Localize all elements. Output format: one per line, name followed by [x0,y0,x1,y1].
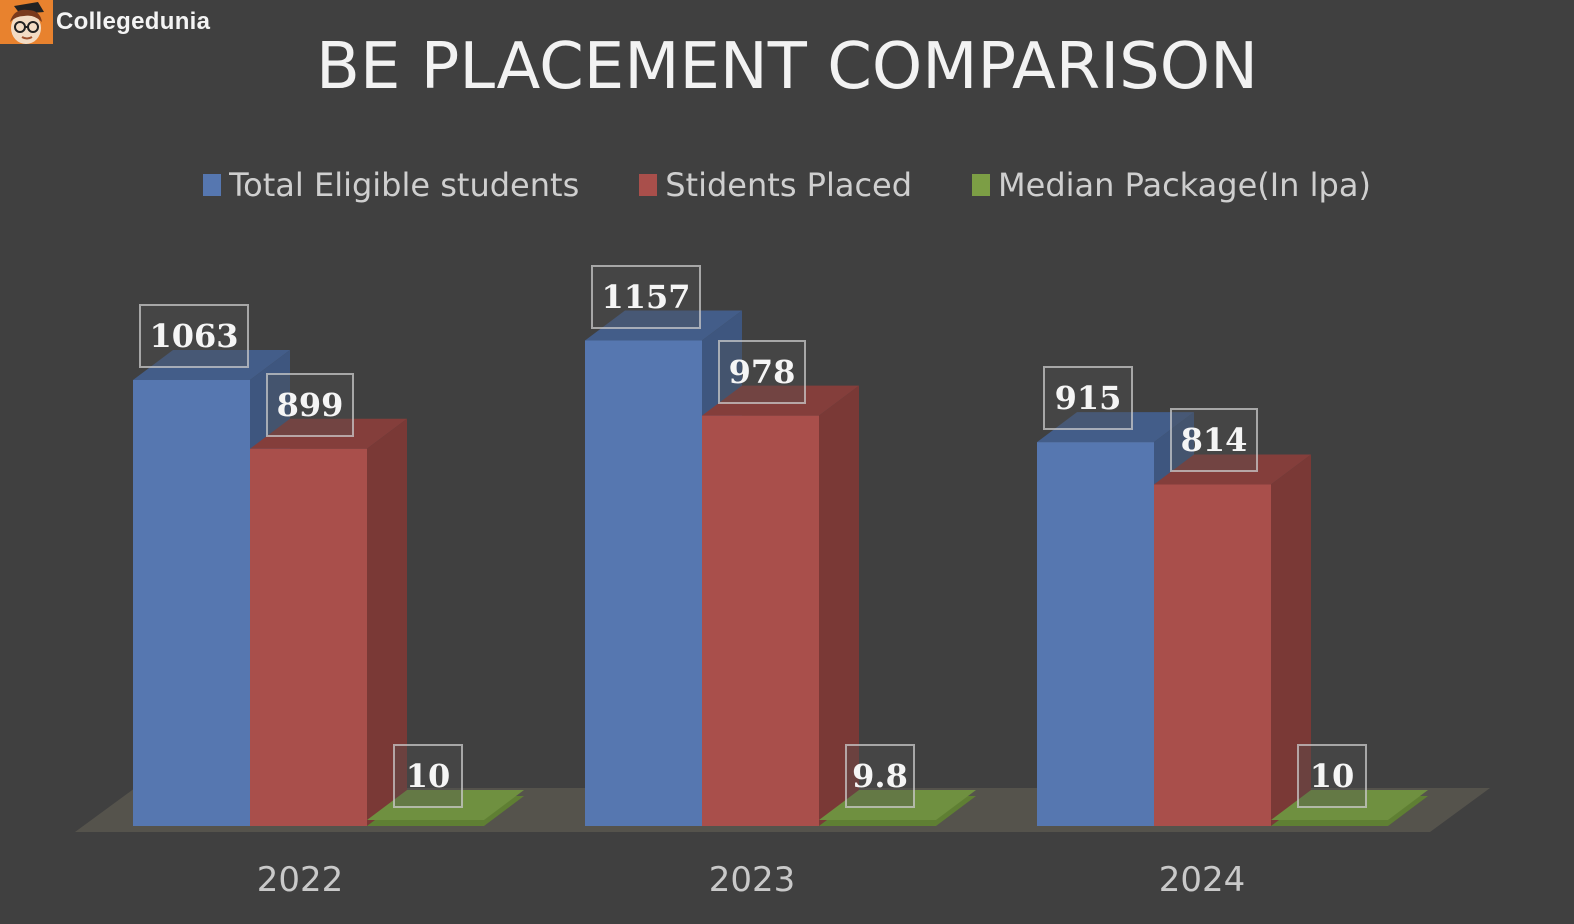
bar-eligible-2023 [585,340,702,826]
x-axis-label-2024: 2024 [1158,860,1246,900]
legend-item-eligible: Total Eligible students [203,166,579,204]
legend-swatch-green [972,174,991,196]
chart-legend: Total Eligible students Stidents Placed … [0,166,1574,204]
data-label: 9.8 [845,744,915,808]
bar-eligible-2022 [133,380,250,826]
legend-label: Total Eligible students [229,166,580,204]
x-axis-label-2022: 2022 [256,860,344,900]
chart-floor [75,788,1490,832]
mascot-icon [0,0,53,44]
legend-label: Median Package(In lpa) [998,166,1371,204]
legend-item-median: Median Package(In lpa) [972,166,1371,204]
brand-name: Collegedunia [56,8,211,35]
x-axis-label-2023: 2023 [708,860,796,900]
data-label: 10 [393,744,463,808]
legend-swatch-blue [203,174,222,196]
data-label: 1157 [591,264,701,329]
legend-item-placed: Stidents Placed [639,166,912,204]
bar-placed-2024 [1154,484,1271,826]
data-label: 915 [1043,366,1133,431]
brand-logo: Collegedunia [0,0,210,44]
data-label: 899 [266,372,354,437]
bar-placed-2023 [702,415,819,826]
chart-title: BE PLACEMENT COMPARISON [316,30,1258,104]
data-label: 10 [1297,744,1367,808]
data-label: 814 [1170,408,1258,473]
bar-eligible-2024 [1037,442,1154,826]
data-label: 978 [718,339,806,404]
bar-placed-2022 [250,448,367,826]
legend-label: Stidents Placed [665,166,913,204]
data-label: 1063 [139,304,249,368]
legend-swatch-red [639,174,658,196]
bar-side [1154,412,1194,826]
